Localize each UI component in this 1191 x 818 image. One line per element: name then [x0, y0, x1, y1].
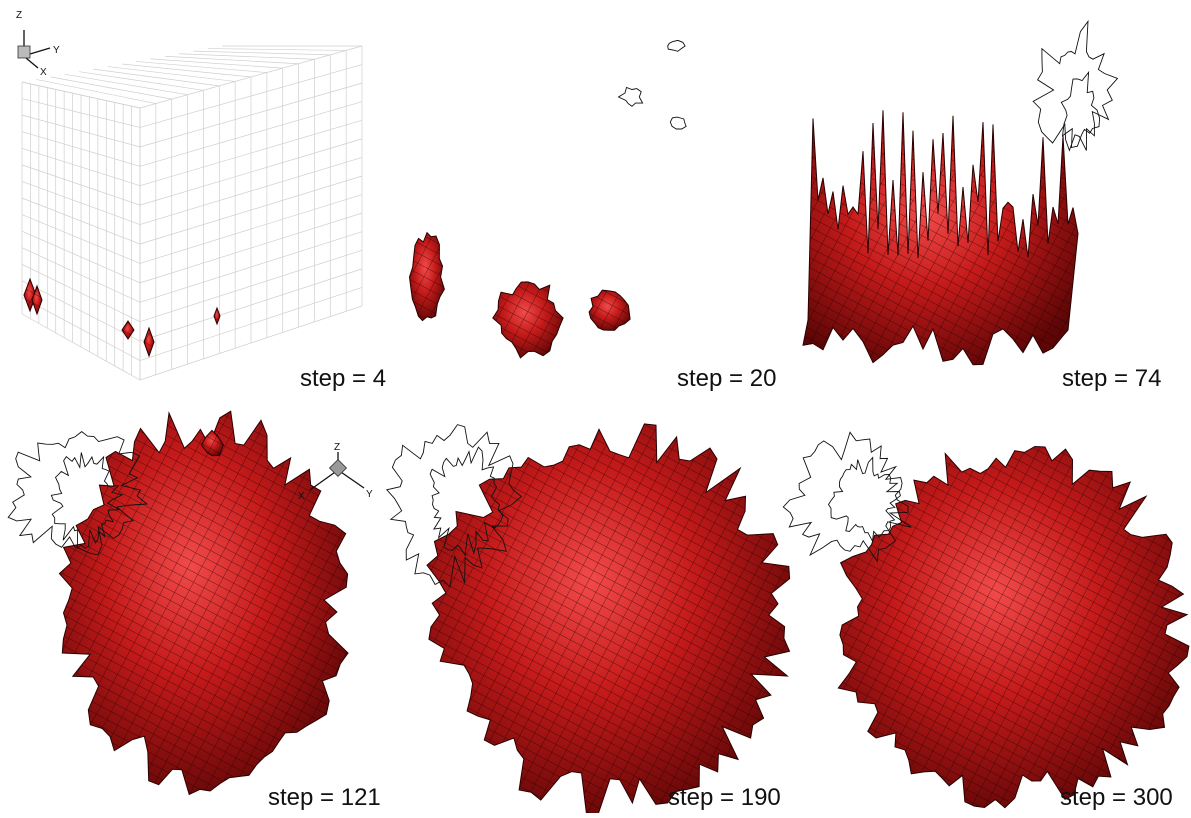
- axis-label: X: [298, 491, 305, 502]
- grid-line: [208, 49, 346, 51]
- grid-line: [136, 61, 267, 72]
- contour-line: [619, 88, 643, 107]
- step-label: step = 4: [300, 365, 386, 392]
- contour-line: [668, 40, 685, 51]
- step-label: step = 74: [1062, 365, 1161, 392]
- mesh: [803, 110, 1078, 364]
- step-label: step = 190: [668, 784, 781, 811]
- contour-line: [829, 458, 901, 542]
- contour-line: [670, 117, 686, 129]
- contour-line: [1033, 21, 1117, 150]
- axis-label: Y: [366, 489, 373, 500]
- grid-line: [151, 59, 283, 68]
- mesh: [427, 424, 790, 813]
- contour-line: [1061, 72, 1099, 147]
- mesh: [144, 328, 154, 356]
- step-label: step = 300: [1060, 784, 1173, 811]
- axis-label: Z: [334, 442, 340, 453]
- page: {"panels": [{"label": "step = 4"}, {"lab…: [0, 0, 1191, 813]
- mesh: [493, 282, 563, 358]
- step-label: step = 121: [268, 784, 381, 811]
- axis-label: Y: [53, 45, 60, 56]
- grid-line: [36, 79, 156, 103]
- grid-line: [165, 56, 299, 63]
- isosurfaces: [24, 110, 1189, 813]
- figure: Z Y X Z Y X step = 4 step = 20 step = 74…: [0, 0, 1191, 813]
- axis-label: X: [40, 67, 47, 78]
- wireframe-cube: [22, 46, 362, 380]
- grid-line: [193, 51, 330, 55]
- mesh: [122, 321, 134, 339]
- grid-line: [65, 74, 188, 94]
- grid-line: [51, 77, 172, 99]
- axis-triad: Z Y X: [16, 10, 60, 78]
- step-label: step = 20: [677, 365, 776, 392]
- axis-label: Z: [16, 10, 22, 21]
